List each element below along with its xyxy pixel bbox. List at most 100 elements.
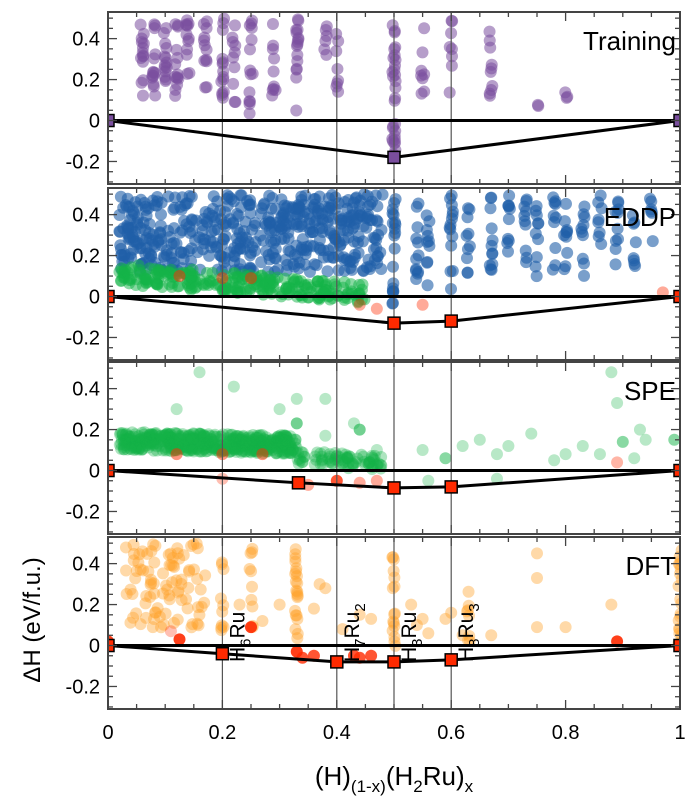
data-point <box>230 429 243 442</box>
data-point <box>217 620 230 633</box>
data-point <box>149 539 162 552</box>
data-point <box>349 456 362 469</box>
data-point <box>195 435 208 448</box>
data-point <box>162 548 175 561</box>
data-point <box>121 429 134 442</box>
data-point <box>165 251 178 264</box>
data-point <box>346 457 359 470</box>
data-point <box>214 592 227 605</box>
y-tick-label: 0.2 <box>72 246 100 268</box>
data-point <box>175 573 188 586</box>
data-point <box>180 433 193 446</box>
data-point <box>127 554 140 567</box>
data-point <box>157 26 170 39</box>
data-point <box>207 440 220 453</box>
data-point <box>231 430 244 443</box>
data-point <box>315 454 328 467</box>
data-point <box>140 434 153 447</box>
data-point <box>147 437 160 450</box>
data-point <box>307 602 320 615</box>
data-point <box>207 434 220 447</box>
data-point <box>228 61 241 74</box>
data-point <box>278 446 291 459</box>
data-point <box>175 577 188 590</box>
data-point <box>115 262 128 275</box>
data-point <box>132 430 145 443</box>
x-tick-label: 0.8 <box>552 722 580 744</box>
data-point <box>125 443 138 456</box>
data-point <box>483 25 496 38</box>
data-point <box>115 442 128 455</box>
data-point <box>155 435 168 448</box>
data-point <box>320 48 333 61</box>
data-point <box>230 435 243 448</box>
data-point <box>460 252 473 265</box>
data-point <box>201 438 214 451</box>
data-point <box>117 443 130 456</box>
data-point <box>163 438 176 451</box>
data-point <box>446 230 459 243</box>
data-point <box>124 616 137 629</box>
data-point <box>234 440 247 453</box>
data-point <box>278 433 291 446</box>
data-point <box>164 437 177 450</box>
data-point <box>149 89 162 102</box>
data-point <box>276 445 289 458</box>
data-point <box>341 452 354 465</box>
data-point <box>132 439 145 452</box>
data-point <box>289 433 302 446</box>
data-point <box>181 14 194 27</box>
data-point <box>236 444 249 457</box>
data-point <box>309 450 322 463</box>
data-point <box>463 634 476 647</box>
data-point <box>196 444 209 457</box>
data-point <box>170 427 183 440</box>
data-point <box>184 433 197 446</box>
data-point <box>326 457 339 470</box>
data-point <box>386 551 399 564</box>
data-point <box>287 443 300 456</box>
data-point <box>191 572 204 585</box>
data-point <box>151 437 164 450</box>
data-point <box>388 242 401 255</box>
data-point <box>136 443 149 456</box>
data-point <box>675 597 680 610</box>
data-point <box>160 433 173 446</box>
data-point <box>313 233 326 246</box>
data-point <box>446 15 459 28</box>
data-point <box>369 189 382 202</box>
data-point <box>178 214 191 227</box>
data-point <box>200 81 213 94</box>
data-point <box>280 218 293 231</box>
data-point <box>177 439 190 452</box>
data-point <box>248 435 261 448</box>
data-point <box>147 80 160 93</box>
data-point <box>169 89 182 102</box>
data-point <box>329 453 342 466</box>
data-point <box>113 208 126 221</box>
data-point <box>243 563 256 576</box>
data-point <box>239 437 252 450</box>
data-point <box>245 438 258 451</box>
data-point <box>330 28 343 41</box>
data-point <box>446 264 459 277</box>
data-point <box>265 434 278 447</box>
data-point <box>259 433 272 446</box>
data-point <box>119 435 132 448</box>
data-point <box>140 209 153 222</box>
data-point <box>122 222 135 235</box>
data-point <box>311 446 324 459</box>
data-point <box>118 438 131 451</box>
data-point <box>155 429 168 442</box>
data-point <box>133 548 146 561</box>
data-point <box>456 439 469 452</box>
data-point <box>253 429 266 442</box>
data-point <box>529 260 542 273</box>
convex-hull-line <box>107 295 681 325</box>
panel-title: EDDP <box>604 202 676 232</box>
data-point <box>279 441 292 454</box>
data-point <box>280 431 293 444</box>
data-point <box>276 441 289 454</box>
data-point <box>197 428 210 441</box>
data-point <box>292 14 305 27</box>
